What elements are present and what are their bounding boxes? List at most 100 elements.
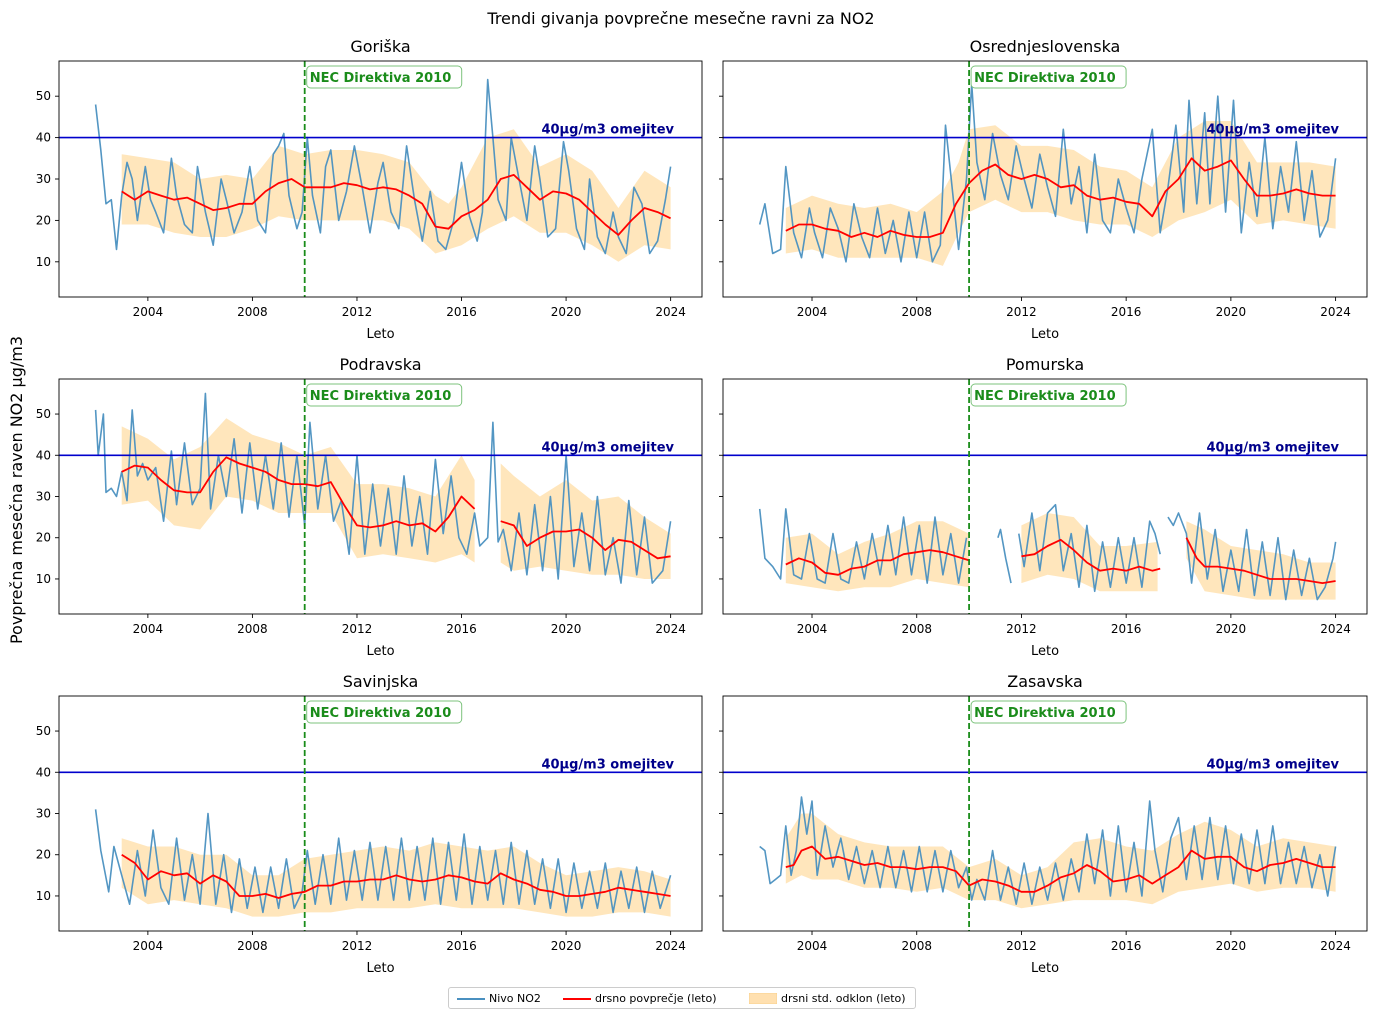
x-tick-label: 2024	[1320, 305, 1351, 319]
x-tick-label: 2004	[133, 622, 164, 636]
x-tick-label: 2012	[342, 939, 373, 953]
x-tick-label: 2016	[446, 939, 477, 953]
x-tick-label: 2012	[342, 622, 373, 636]
panel-6: NEC Direktiva 2010 40µg/m3 omejitev Zasavs…	[719, 672, 1368, 976]
x-axis-label: Leto	[1031, 644, 1059, 659]
legend: Nivo NO2 drsno povprečje (leto) drsni st…	[448, 987, 916, 1009]
y-tick-label: 30	[36, 172, 51, 186]
std-band-1	[785, 121, 1336, 266]
rolling-mean-line-1	[785, 549, 970, 576]
rolling-mean-line-1	[121, 174, 671, 236]
x-tick-label: 2024	[655, 305, 686, 319]
y-tick-label: 10	[36, 889, 51, 903]
panel-title: Podravska	[340, 355, 422, 374]
limit-label: 40µg/m3 omejitev	[1206, 440, 1339, 455]
x-tick-label: 2020	[1216, 939, 1247, 953]
x-tick-label: 2008	[237, 939, 268, 953]
x-tick-label: 2008	[901, 939, 932, 953]
x-tick-label: 2020	[551, 622, 582, 636]
panel-title: Osrednjeslovenska	[970, 37, 1121, 56]
panel-title: Goriška	[350, 37, 410, 56]
x-tick-label: 2020	[551, 939, 582, 953]
x-tick-label: 2024	[1320, 622, 1351, 636]
nec-label-box	[306, 383, 463, 407]
x-tick-label: 2012	[1006, 622, 1037, 636]
raw-no2-line-1	[758, 83, 1337, 263]
rolling-mean-line-3	[1185, 537, 1336, 584]
x-tick-label: 2016	[446, 622, 477, 636]
x-axis-label: Leto	[1031, 327, 1059, 342]
raw-no2-line-1	[94, 809, 672, 914]
rolling-mean-line-2	[500, 520, 671, 560]
x-tick-label: 2024	[655, 622, 686, 636]
x-tick-label: 2008	[901, 622, 932, 636]
x-tick-label: 2004	[797, 939, 828, 953]
legend-mean-swatch	[563, 998, 591, 1000]
rolling-mean-line-1	[785, 157, 1336, 238]
x-tick-label: 2020	[551, 305, 582, 319]
y-tick-label: 40	[36, 765, 51, 779]
std-band-1	[785, 813, 1336, 909]
raw-no2-line-4	[1167, 512, 1337, 601]
nec-label: NEC Direktiva 2010	[974, 389, 1116, 404]
y-tick-label: 50	[36, 724, 51, 738]
x-tick-label: 2016	[1111, 305, 1142, 319]
raw-no2-line-1	[94, 78, 672, 255]
raw-no2-line-1	[94, 392, 672, 584]
panel-4: NEC Direktiva 2010 40µg/m3 omejitev Pomurs…	[719, 355, 1368, 659]
x-tick-label: 2024	[1320, 939, 1351, 953]
panel-title: Savinjska	[343, 672, 419, 691]
x-tick-label: 2004	[133, 939, 164, 953]
legend-std-swatch	[749, 993, 777, 1004]
x-tick-label: 2008	[237, 305, 268, 319]
limit-label: 40µg/m3 omejitev	[541, 123, 674, 138]
panel-title: Zasavska	[1007, 672, 1083, 691]
x-tick-label: 2024	[655, 939, 686, 953]
std-band-3	[1186, 521, 1336, 600]
x-tick-label: 2004	[797, 305, 828, 319]
rolling-mean-line-1	[785, 845, 1336, 893]
plot-area	[723, 696, 1367, 931]
x-axis-label: Leto	[1031, 961, 1059, 976]
limit-label: 40µg/m3 omejitev	[1206, 757, 1339, 772]
x-tick-label: 2004	[797, 622, 828, 636]
x-tick-label: 2016	[1111, 939, 1142, 953]
x-tick-label: 2012	[342, 305, 373, 319]
panel-3: NEC Direktiva 2010 40µg/m3 omejitev Podrav…	[36, 355, 703, 659]
plot-area	[723, 61, 1367, 297]
panel-5: NEC Direktiva 2010 40µg/m3 omejitev Savinj…	[36, 672, 703, 976]
limit-label: 40µg/m3 omejitev	[541, 757, 674, 772]
plot-area	[59, 61, 702, 297]
y-tick-label: 40	[36, 131, 51, 145]
y-tick-label: 30	[36, 807, 51, 821]
rolling-mean-line-2	[1021, 538, 1161, 572]
figure-title: Trendi givanja povprečne mesečne ravni z…	[486, 9, 874, 28]
panel-1: NEC Direktiva 2010 40µg/m3 omejitev Gorišk…	[36, 37, 703, 342]
raw-no2-line-3	[1018, 503, 1161, 593]
x-tick-label: 2020	[1216, 622, 1247, 636]
nec-label-box	[970, 383, 1127, 407]
nec-label-box	[306, 65, 463, 89]
rolling-mean-line-1	[121, 456, 476, 533]
x-tick-label: 2012	[1006, 305, 1037, 319]
rolling-mean-line-1	[121, 853, 671, 899]
nec-label: NEC Direktiva 2010	[310, 389, 452, 404]
y-tick-label: 50	[36, 89, 51, 103]
y-tick-label: 10	[36, 255, 51, 269]
x-tick-label: 2016	[1111, 622, 1142, 636]
x-axis-label: Leto	[366, 644, 394, 659]
nec-label: NEC Direktiva 2010	[310, 706, 452, 721]
x-tick-label: 2008	[901, 305, 932, 319]
nec-label: NEC Direktiva 2010	[974, 706, 1116, 721]
y-tick-label: 50	[36, 407, 51, 421]
legend-label-std: drsni std. odklon (leto)	[781, 992, 906, 1005]
nec-label-box	[306, 700, 463, 724]
shared-y-label: Povprečna mesečna raven NO2 µg/m3	[7, 336, 26, 644]
plot-area	[723, 379, 1367, 614]
legend-label-mean: drsno povprečje (leto)	[595, 992, 717, 1005]
nec-label-box	[970, 700, 1127, 724]
std-band-2	[500, 463, 671, 579]
nec-label: NEC Direktiva 2010	[974, 71, 1116, 86]
x-tick-label: 2016	[446, 305, 477, 319]
